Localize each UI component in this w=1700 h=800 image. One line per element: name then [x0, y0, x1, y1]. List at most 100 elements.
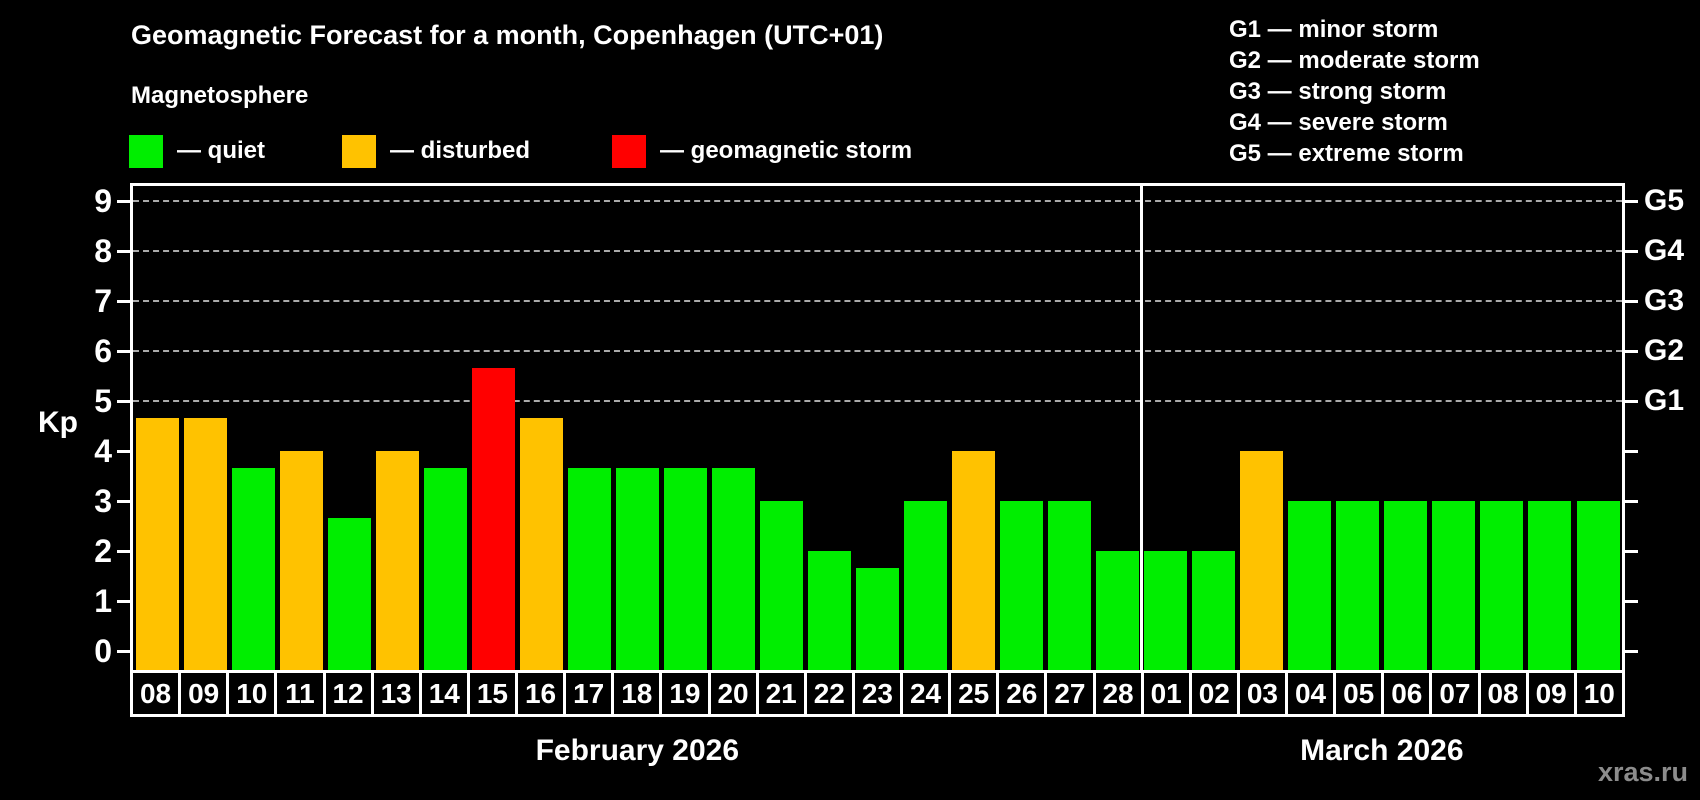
kp-bar-09: [183, 417, 227, 670]
g-scale-label-G2: G2: [1644, 334, 1685, 367]
y-tick-label: 1: [94, 583, 112, 619]
kp-bar-05: [1336, 501, 1380, 670]
chart-title: Geomagnetic Forecast for a month, Copenh…: [131, 20, 884, 50]
date-cell-05: 05: [1333, 670, 1385, 717]
y-tick-right: [1625, 450, 1638, 453]
g-legend-line: G2 — moderate storm: [1229, 47, 1480, 74]
date-cell-02: 02: [1188, 670, 1240, 717]
kp-bar-13: [375, 451, 419, 670]
month-label-february: February 2026: [535, 734, 740, 767]
kp-bar-14: [423, 467, 467, 670]
g-legend-line: G1 — minor storm: [1229, 16, 1439, 43]
date-cell-10: 10: [1573, 670, 1625, 717]
y-tick-left: [117, 600, 130, 603]
kp-bar-10: [231, 467, 275, 670]
legend-label-storm: — geomagnetic storm: [660, 137, 913, 164]
date-cell-04: 04: [1285, 670, 1337, 717]
month-separator-line: [1140, 183, 1144, 717]
y-tick-right: [1625, 550, 1638, 553]
date-cell-11: 11: [274, 670, 326, 717]
date-cell-20: 20: [707, 670, 759, 717]
date-cell-09: 09: [1525, 670, 1577, 717]
y-tick-right: [1625, 650, 1638, 653]
date-cell-26: 26: [996, 670, 1048, 717]
date-cell-23: 23: [851, 670, 903, 717]
date-cell-01: 01: [1140, 670, 1192, 717]
date-cell-09: 09: [178, 670, 230, 717]
watermark: xras.ru: [1597, 757, 1688, 787]
kp-bar-07: [1432, 501, 1476, 670]
kp-bar-06: [1384, 501, 1428, 670]
y-tick-left: [117, 350, 130, 353]
date-axis-row: 08 09 10 11 12 13 14 15 16 17 18 19 20 21 22 23 24 25 26 27…: [130, 670, 1625, 717]
kp-bar-11: [279, 451, 323, 670]
kp-bar-24: [904, 501, 947, 670]
y-tick-label: 2: [94, 533, 112, 569]
kp-bar-17: [567, 467, 611, 670]
y-tick-label: 8: [94, 233, 112, 269]
kp-bar-09: [1528, 501, 1572, 670]
kp-bar-12: [327, 517, 371, 670]
y-tick-label: 3: [94, 483, 112, 519]
g-legend-line: G4 — severe storm: [1229, 109, 1448, 136]
kp-bar-20: [711, 467, 755, 670]
legend-item-storm: — geomagnetic storm: [612, 133, 912, 169]
y-tick-right: [1625, 500, 1638, 503]
g-legend-line: G3 — strong storm: [1229, 78, 1447, 105]
disturbed-color-swatch: [342, 134, 376, 168]
y-tick-right: [1625, 200, 1638, 203]
y-tick-right: [1625, 300, 1638, 303]
plot-area: [130, 183, 1625, 670]
date-cell-18: 18: [611, 670, 663, 717]
date-cell-12: 12: [322, 670, 374, 717]
kp-bar-18: [615, 467, 659, 670]
legend-item-quiet: — quiet: [129, 133, 265, 169]
date-cell-14: 14: [418, 670, 470, 717]
date-cell-19: 19: [659, 670, 711, 717]
kp-bar-02: [1192, 551, 1236, 670]
kp-gridline: [133, 250, 1622, 252]
date-cell-24: 24: [900, 670, 952, 717]
legend-label-disturbed: — disturbed: [390, 137, 531, 164]
date-cell-16: 16: [515, 670, 567, 717]
kp-gridline: [133, 200, 1622, 202]
kp-bar-21: [759, 501, 803, 670]
kp-bar-01: [1144, 551, 1188, 670]
kp-bar-26: [1000, 501, 1044, 670]
kp-bar-28: [1096, 551, 1140, 670]
legend-item-disturbed: — disturbed: [342, 133, 530, 169]
kp-bar-23: [856, 567, 899, 670]
y-tick-left: [117, 650, 130, 653]
g-scale-legend: G1 — minor storm G2 — moderate storm G3 …: [1229, 14, 1480, 169]
y-tick-left: [117, 200, 130, 203]
y-tick-left: [117, 250, 130, 253]
y-tick-right: [1625, 400, 1638, 403]
kp-bar-04: [1288, 501, 1332, 670]
kp-bar-08: [135, 417, 179, 670]
legend-label-quiet: — quiet: [177, 137, 265, 164]
kp-gridline: [133, 400, 1622, 402]
date-cell-25: 25: [948, 670, 1000, 717]
g-scale-label-G4: G4: [1644, 234, 1685, 267]
kp-gridline: [133, 300, 1622, 302]
kp-bar-16: [519, 417, 563, 670]
y-tick-right: [1625, 600, 1638, 603]
kp-bar-27: [1048, 501, 1092, 670]
date-cell-21: 21: [755, 670, 807, 717]
date-cell-13: 13: [370, 670, 422, 717]
kp-bar-08: [1480, 501, 1524, 670]
g-scale-label-G1: G1: [1644, 384, 1685, 417]
g-scale-label-G5: G5: [1644, 184, 1685, 217]
y-tick-left: [117, 500, 130, 503]
date-cell-10: 10: [226, 670, 278, 717]
y-tick-left: [117, 550, 130, 553]
y-tick-left: [117, 400, 130, 403]
y-tick-right: [1625, 250, 1638, 253]
storm-color-swatch: [612, 134, 646, 168]
kp-bar-03: [1240, 451, 1284, 670]
g-scale-label-G3: G3: [1644, 284, 1685, 317]
date-cell-27: 27: [1044, 670, 1096, 717]
y-tick-left: [117, 450, 130, 453]
kp-bar-25: [952, 451, 995, 670]
